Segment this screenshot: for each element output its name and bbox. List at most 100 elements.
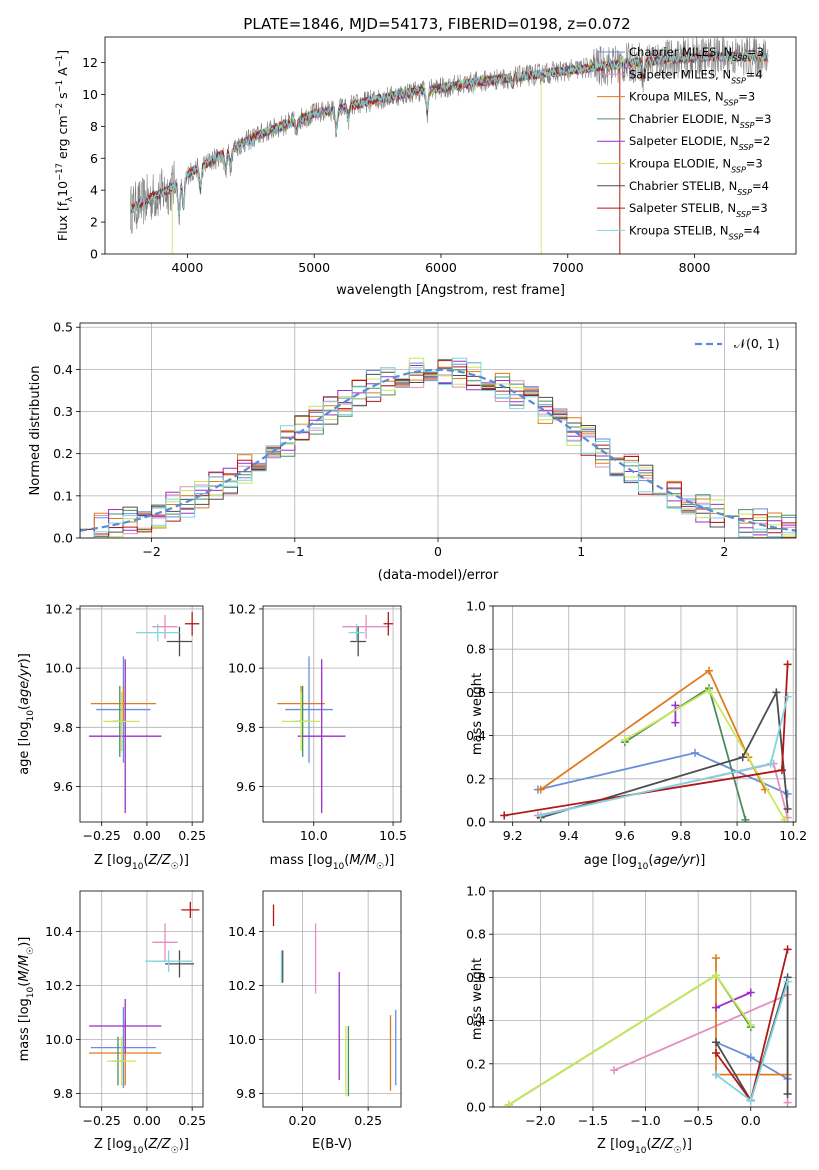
weight-marker: [536, 785, 545, 794]
y-tick-label: 12: [82, 55, 98, 70]
plot-area: [129, 37, 769, 254]
legend-label: Salpeter MILES, NSSP=4: [629, 67, 763, 85]
weight-marker: [741, 815, 750, 822]
weight-marker: [500, 811, 509, 820]
weight-marker: [671, 701, 680, 710]
y-tick-label: 9.6: [53, 779, 73, 794]
weight-marker: [777, 766, 786, 775]
panel-weight-vs-age: 9.2 9.4 9.6 9.8 10.0 10.2 0.0 0.2 0.4 0.6 0.8 1.0 ag…: [466, 599, 807, 873]
weight-marker: [746, 1053, 755, 1062]
y-tick-label: 0.4: [53, 362, 73, 377]
y-tick-label: 1.0: [466, 884, 486, 899]
weight-line: [540, 689, 789, 819]
errorbar-point: [90, 685, 156, 722]
axes-frame: [492, 890, 797, 1108]
weight-marker: [705, 666, 714, 675]
x-tick-label: −1: [286, 544, 304, 559]
x-tick-label: 9.2: [503, 828, 523, 843]
plot-area: [277, 611, 394, 814]
weight-marker: [712, 971, 721, 980]
y-axis-label: age [log10(age/yr)]: [17, 653, 36, 775]
x-tick-label: −1.0: [630, 1113, 660, 1128]
errorbar-point: [297, 659, 346, 814]
errorbar-point: [181, 901, 200, 918]
legend-label: Salpeter ELODIE, NSSP=2: [629, 134, 770, 152]
weight-line: [624, 688, 786, 821]
x-axis-label: wavelength [Angstrom, rest frame]: [336, 283, 565, 298]
x-tick-label: 7000: [552, 260, 584, 275]
x-axis-label: Z [log10(Z/Z☉)]: [94, 853, 189, 872]
y-tick-label: 10.4: [228, 924, 256, 939]
errorbar-point: [107, 1036, 137, 1086]
x-tick-label: −0.25: [83, 1113, 121, 1128]
x-tick-label: 10.0: [300, 828, 328, 843]
axes-frame: [262, 605, 402, 823]
y-tick-label: 9.8: [236, 720, 256, 735]
x-tick-label: 8000: [679, 260, 711, 275]
weight-line: [537, 762, 789, 818]
x-tick-label: 0: [434, 544, 442, 559]
x-tick-label: 9.8: [671, 828, 691, 843]
weight-marker: [783, 660, 792, 669]
plot-area: [272, 904, 397, 1097]
x-axis-label: (data-model)/error: [378, 568, 499, 583]
axes-frame: [104, 36, 797, 255]
legend-label: 𝒩(0, 1): [734, 336, 780, 351]
panel-age-vs-mass: 10.0 10.5 9.6 9.8 10.0 10.2 mass [log10(M/M☉)]: [228, 601, 407, 872]
x-tick-label: 2: [720, 544, 728, 559]
weight-line: [613, 993, 789, 1103]
errorbar-point: [348, 623, 365, 642]
weight-marker: [783, 805, 792, 814]
errorbar-point: [152, 614, 178, 639]
y-tick-label: 0.5: [53, 320, 73, 335]
y-tick-label: 2: [90, 215, 98, 230]
x-tick-label: −2.0: [525, 1113, 555, 1128]
errorbar-point: [89, 659, 162, 814]
weight-marker: [712, 953, 721, 962]
weight-marker: [783, 1090, 792, 1099]
x-tick-label: −2: [142, 544, 160, 559]
panel-mass-vs-ebv: 0.20 0.25 9.8 10.0 10.2 10.4 E(B-V): [228, 890, 402, 1152]
errorbar-point: [89, 999, 162, 1053]
weight-marker: [746, 988, 755, 997]
y-axis-label: mass weight: [470, 958, 485, 1040]
weight-marker: [671, 718, 680, 727]
weight-marker: [783, 945, 792, 954]
weight-marker: [783, 977, 792, 986]
normal-curve: [80, 368, 796, 532]
y-tick-label: 4: [90, 183, 98, 198]
y-tick-label: 10.2: [228, 601, 256, 616]
weight-marker: [746, 1020, 755, 1029]
y-tick-label: 0.2: [53, 446, 73, 461]
legend-label: Kroupa STELIB, NSSP=4: [629, 223, 760, 241]
x-tick-label: 9.6: [615, 828, 635, 843]
y-tick-label: 10.0: [45, 661, 73, 676]
legend-label: Chabrier ELODIE, NSSP=3: [629, 112, 771, 129]
y-tick-label: 0.8: [466, 642, 486, 657]
weight-marker: [712, 1038, 721, 1047]
weight-marker: [766, 759, 775, 768]
x-tick-label: −0.25: [83, 828, 121, 843]
weight-marker: [780, 815, 789, 822]
residual-histogram: [80, 360, 796, 538]
weight-line: [540, 696, 789, 817]
y-tick-label: 8: [90, 119, 98, 134]
y-tick-label: 9.8: [236, 1086, 256, 1101]
x-axis-label: Z [log10(Z/Z☉)]: [94, 1137, 189, 1156]
y-tick-label: 0.6: [466, 970, 486, 985]
y-tick-label: 0.4: [466, 728, 486, 743]
errorbar-point: [90, 1007, 156, 1089]
weight-line: [624, 686, 747, 821]
weight-line: [508, 973, 752, 1106]
y-tick-label: 0.8: [466, 927, 486, 942]
x-axis-label: age [log10(age/yr)]: [584, 853, 706, 872]
panel-spectrum: 4000 5000 6000 7000 8000 0 2 4 6 8 10 12 Chabrier MI…: [55, 36, 797, 298]
x-axis-label: E(B-V): [312, 1137, 352, 1152]
y-tick-label: 0.3: [53, 404, 73, 419]
y-tick-label: 10.2: [45, 601, 73, 616]
spectrum-legend: Chabrier MILES, NSSP=3 Salpeter MILES, NS…: [597, 45, 771, 241]
weight-marker: [783, 789, 792, 798]
plot-area: [89, 901, 200, 1089]
errorbar-point: [152, 923, 178, 962]
